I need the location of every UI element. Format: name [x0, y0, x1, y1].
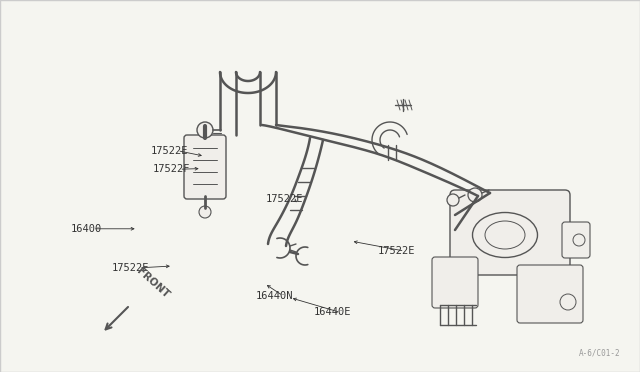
Text: 16440N: 16440N: [256, 291, 294, 301]
FancyBboxPatch shape: [562, 222, 590, 258]
Text: 17522E: 17522E: [378, 246, 415, 256]
Circle shape: [560, 294, 576, 310]
Text: 17522E: 17522E: [266, 194, 303, 204]
Circle shape: [199, 206, 211, 218]
Text: A-6/C01-2: A-6/C01-2: [579, 349, 620, 358]
FancyBboxPatch shape: [184, 135, 226, 199]
FancyBboxPatch shape: [450, 190, 570, 275]
FancyBboxPatch shape: [432, 257, 478, 308]
Text: FRONT: FRONT: [135, 266, 172, 300]
Text: 16440E: 16440E: [314, 308, 351, 317]
Text: 17522F: 17522F: [152, 164, 190, 174]
Circle shape: [197, 122, 213, 138]
Circle shape: [573, 234, 585, 246]
Text: 17522E: 17522E: [112, 263, 150, 273]
Ellipse shape: [472, 212, 538, 257]
Circle shape: [447, 194, 459, 206]
Text: 16400: 16400: [70, 224, 102, 234]
FancyBboxPatch shape: [517, 265, 583, 323]
Text: 17522E: 17522E: [150, 146, 188, 155]
Ellipse shape: [485, 221, 525, 249]
Circle shape: [468, 188, 482, 202]
